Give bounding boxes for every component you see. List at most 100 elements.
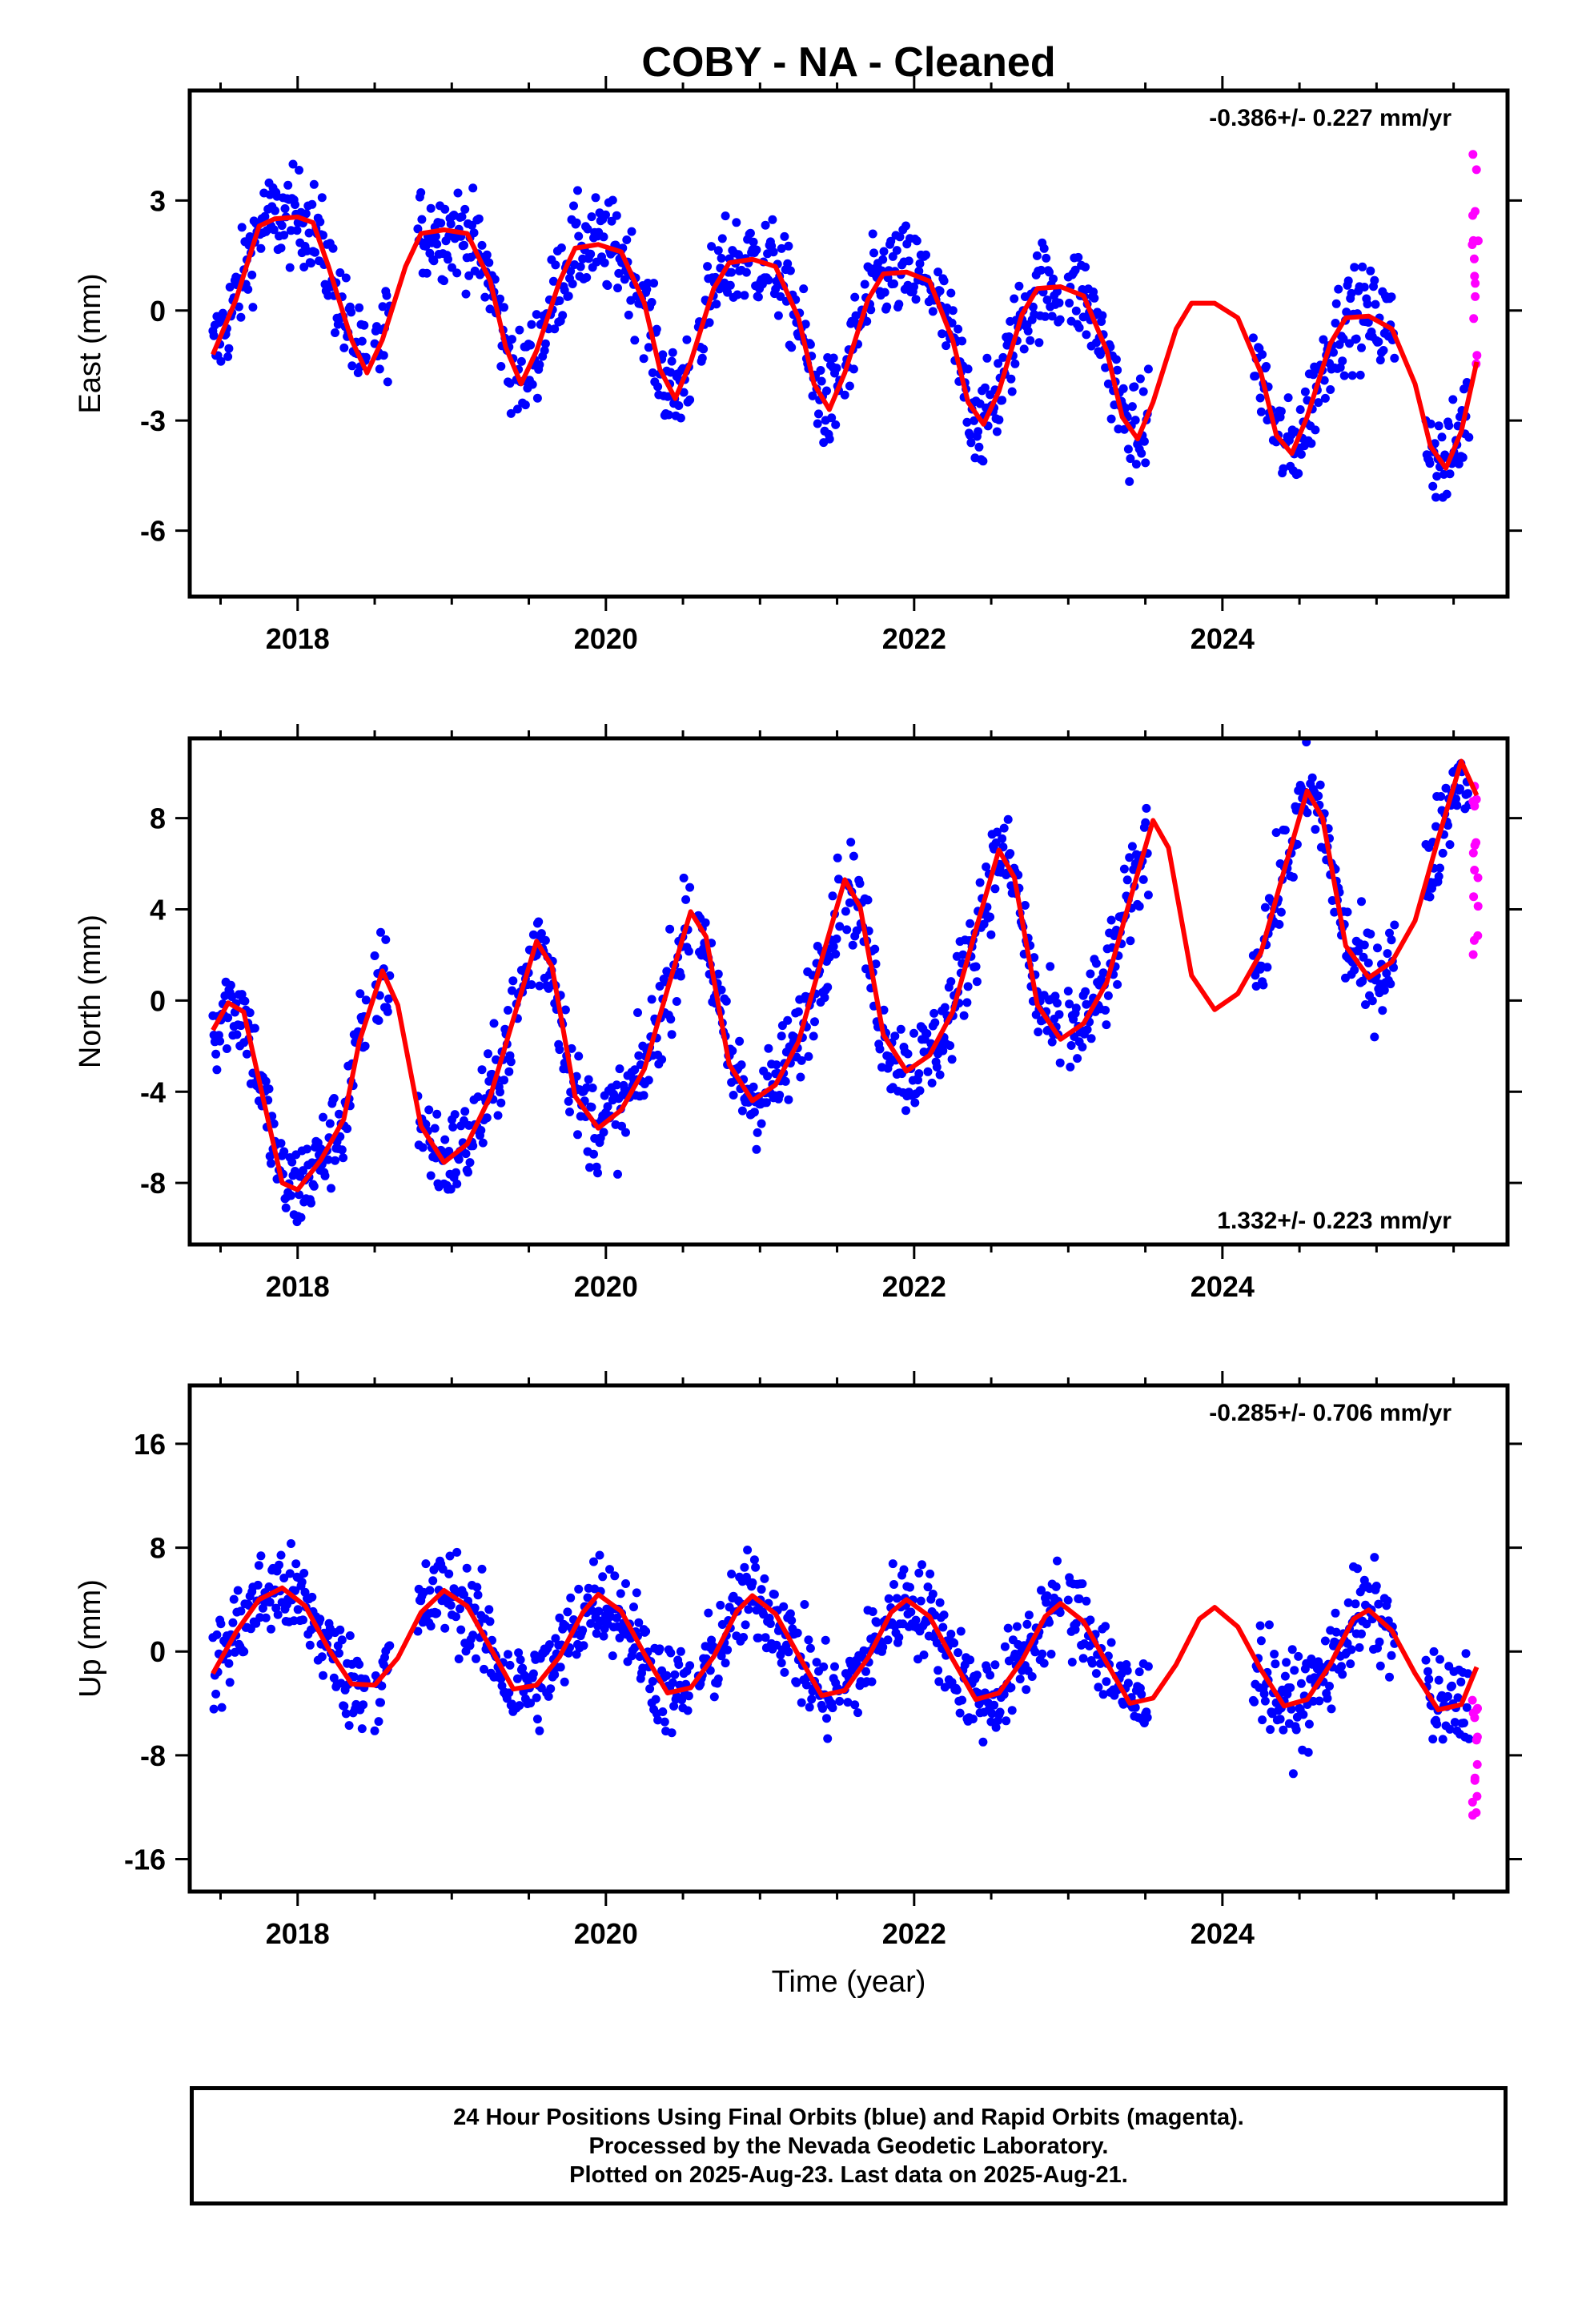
east-final-point [783,259,793,268]
east-final-point [216,356,226,366]
east-final-point [1319,335,1328,344]
up-final-point [273,1610,283,1619]
east-final-point [699,344,709,354]
up-final-point [932,1638,942,1647]
north-final-point [574,1051,584,1061]
north-ytick-label: 0 [150,984,166,1017]
east-final-point [717,234,727,243]
up-final-point [883,1635,893,1645]
up-final-point [315,1614,325,1624]
north-final-point [1436,792,1446,801]
up-final-point [805,1703,814,1712]
east-final-point [236,312,246,322]
up-final-point [285,1569,295,1578]
up-final-point [1250,1697,1259,1707]
up-final-point [470,1603,480,1613]
north-final-point [1102,1020,1111,1030]
up-final-point [662,1671,672,1680]
east-final-point [1130,416,1140,425]
up-final-point [765,1619,775,1628]
north-final-point [504,1067,514,1076]
north-final-point [823,983,833,992]
north-rapid-point [1468,848,1478,858]
up-final-point [1015,1675,1025,1684]
north-final-point [684,947,693,956]
east-final-point [980,383,990,392]
north-final-point [287,1191,295,1200]
east-final-point [480,292,490,302]
north-final-point [461,1149,471,1159]
up-final-point [1438,1735,1447,1744]
up-final-point [1280,1671,1290,1681]
north-final-point [901,1106,910,1116]
north-final-point [1251,971,1260,980]
north-final-point [564,1096,573,1106]
east-final-point [727,267,737,277]
east-final-point [256,243,266,253]
north-ytick-label: 8 [150,802,166,835]
north-final-point [1464,789,1472,798]
up-final-point [705,1666,715,1675]
up-final-point [267,1624,275,1634]
north-final-point [1113,979,1122,989]
east-final-point [777,243,786,253]
east-final-point [477,240,487,250]
east-final-point [1276,407,1286,416]
north-final-point [384,994,393,1003]
east-final-point [307,199,317,209]
north-final-point [361,995,371,1005]
north-rate-label: 1.332+/- 0.223 mm/yr [1217,1208,1452,1234]
up-final-point [505,1660,515,1670]
east-final-point [733,290,742,300]
north-final-point [1303,808,1312,818]
up-final-point [1357,1629,1366,1638]
north-final-point [871,959,881,969]
east-final-point [576,262,585,271]
east-final-point [939,276,949,286]
east-final-point [1123,444,1133,454]
up-final-point [563,1607,572,1617]
up-final-point [1039,1659,1049,1668]
east-final-point [1359,283,1369,292]
east-final-point [603,281,612,290]
up-final-point [797,1698,806,1707]
up-final-point [1051,1582,1061,1591]
east-final-point [974,442,984,452]
east-final-point [1355,370,1365,380]
east-final-point [1320,393,1330,403]
north-final-point [665,924,675,934]
north-final-point [536,929,546,939]
north-final-point [589,1149,598,1159]
up-final-point [462,1563,472,1573]
east-final-point [682,335,692,344]
east-final-point [749,237,758,247]
east-final-point [568,279,577,288]
east-final-point [717,254,726,263]
up-final-point [209,1704,219,1714]
north-final-point [232,1030,242,1039]
north-final-point [452,1168,460,1177]
north-final-point [261,1076,271,1086]
up-final-point [1375,1661,1385,1671]
north-final-point [667,1030,677,1039]
north-final-point [444,1147,454,1156]
east-final-point [309,179,319,189]
up-final-point [275,1560,283,1570]
up-final-point [344,1721,354,1731]
up-final-point [374,1717,383,1727]
up-final-point [919,1651,929,1659]
up-final-point [723,1645,733,1655]
north-final-point [796,1072,805,1082]
up-final-point [800,1600,809,1609]
north-final-point [672,997,681,1006]
east-final-point [209,331,219,340]
east-final-point [992,427,1002,436]
east-final-point [1357,343,1366,352]
east-final-point [247,270,257,279]
east-final-point [978,456,988,466]
east-final-point [713,246,723,255]
north-final-point [1020,901,1030,910]
east-final-point [1279,464,1288,473]
up-final-point [345,1631,355,1640]
east-rapid-point [1471,279,1480,288]
